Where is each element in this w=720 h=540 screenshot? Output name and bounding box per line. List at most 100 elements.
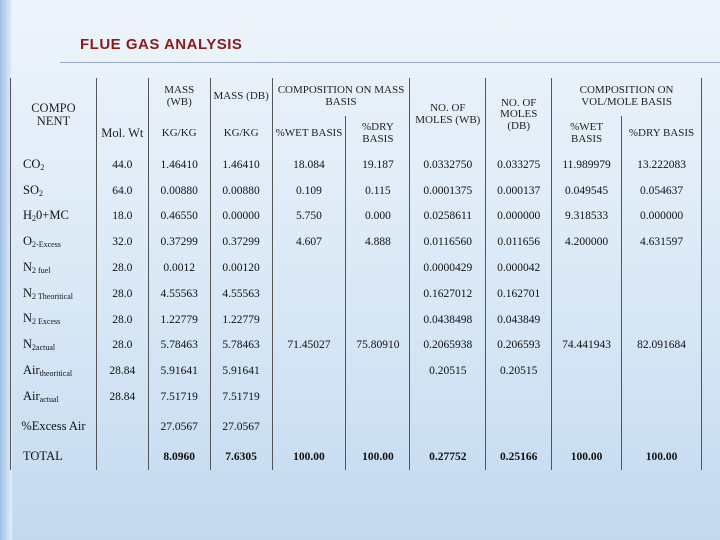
mass-wb-cell: 1.22779 [147, 306, 211, 333]
mass-db-cell: 0.00120 [209, 255, 273, 281]
wet-vol-cell: 0.049545 [551, 177, 623, 204]
mass-wb-cell: 5.78463 [147, 332, 211, 359]
moles-wb-cell: 0.20515 [409, 358, 487, 385]
table-row: N2actual 28.0 5.78463 5.78463 71.45027 75.809… [10, 332, 702, 359]
mass-wb-cell: 1.46410 [147, 152, 211, 178]
dry-vol-cell: 0.000000 [621, 203, 702, 230]
dry-vol-cell [621, 280, 702, 307]
header-composition-mass: COMPOSITION ON MASS BASIS [271, 78, 411, 116]
header-kgkg-wb: KG/KG [147, 116, 211, 152]
component-name: Air [23, 363, 40, 378]
wet-vol-cell [551, 280, 623, 307]
component-name: TOTAL [23, 449, 63, 464]
table-row: Airactual 28.84 7.51719 7.51719 [10, 384, 702, 410]
component-subscript: 2-Excess [32, 240, 61, 250]
component-subscript: theoritical [39, 369, 73, 379]
mol-wt-cell: 28.84 [95, 384, 149, 410]
wet-mass-cell: 5.750 [271, 203, 347, 230]
moles-db-cell: 0.20515 [485, 358, 553, 385]
moles-wb-cell: 0.1627012 [409, 280, 487, 307]
mol-wt-cell [95, 443, 149, 470]
moles-db-cell: 0.033275 [485, 152, 553, 178]
table-row: N2 Excess 28.0 1.22779 1.22779 0.0438498 0.04… [10, 306, 702, 333]
mass-db-cell: 27.0567 [209, 409, 273, 444]
dry-mass-cell [345, 255, 411, 281]
wet-mass-cell [271, 384, 347, 410]
table-row: N2 fuel 28.0 0.0012 0.00120 0.0000429 0.00004… [10, 255, 702, 281]
header-dry-vol: %DRY BASIS [621, 116, 702, 152]
header-mass-db: MASS (DB) [209, 78, 273, 116]
component-name: CO [23, 156, 41, 171]
wet-vol-cell: 11.989979 [551, 152, 623, 178]
header-wet-vol: %WET BASIS [551, 116, 623, 152]
wet-vol-cell: 4.200000 [551, 229, 623, 256]
wet-mass-cell [271, 306, 347, 333]
moles-db-cell: 0.000042 [485, 255, 553, 281]
header-blank [95, 78, 149, 116]
component-subscript: 2 [32, 214, 37, 224]
mass-wb-cell: 0.00880 [147, 177, 211, 204]
dry-mass-cell: 0.115 [345, 177, 411, 204]
component-name: N [23, 259, 33, 274]
wet-vol-cell [551, 255, 623, 281]
wet-mass-cell [271, 280, 347, 307]
component-subscript: actual [39, 394, 59, 404]
mass-db-cell: 1.22779 [209, 306, 273, 333]
mass-wb-cell: 8.0960 [147, 443, 211, 470]
moles-db-cell: 0.000137 [485, 177, 553, 204]
dry-mass-cell: 19.187 [345, 152, 411, 178]
page-title: FLUE GAS ANALYSIS [80, 36, 243, 53]
mass-db-cell: 4.55563 [209, 280, 273, 307]
wet-vol-cell: 9.318533 [551, 203, 623, 230]
wet-mass-cell: 0.109 [271, 177, 347, 204]
moles-db-cell: 0.206593 [485, 332, 553, 359]
moles-wb-cell: 0.0438498 [409, 306, 487, 333]
component-subscript: 2actual [32, 343, 56, 353]
dry-vol-cell [621, 306, 702, 333]
flue-gas-table: COMPO NENT MASS (WB) MASS (DB) COMPOSITI… [10, 78, 702, 470]
wet-vol-cell [551, 409, 623, 444]
component-subscript: 2 Excess [32, 317, 61, 327]
mass-wb-cell: 4.55563 [147, 280, 211, 307]
mol-wt-cell [95, 409, 149, 444]
component-name: SO [23, 182, 39, 197]
component-name: N [23, 337, 33, 352]
wet-vol-cell [551, 384, 623, 410]
mass-db-cell: 7.51719 [209, 384, 273, 410]
wet-vol-cell [551, 358, 623, 385]
mass-wb-cell: 27.0567 [147, 409, 211, 444]
left-accent-band [0, 0, 12, 540]
dry-mass-cell [345, 358, 411, 385]
wet-mass-cell: 100.00 [271, 443, 347, 470]
dry-vol-cell: 13.222083 [621, 152, 702, 178]
component-name: %Excess Air [21, 419, 86, 434]
dry-mass-cell [345, 409, 411, 444]
moles-db-cell: 0.162701 [485, 280, 553, 307]
mol-wt-cell: 28.0 [95, 332, 149, 359]
table-row: TOTAL 8.0960 7.6305 100.00 100.00 0.27752 0.25… [10, 443, 702, 470]
header-dry-mass: %DRY BASIS [345, 116, 411, 152]
wet-vol-cell [551, 306, 623, 333]
component-name: N [23, 285, 33, 300]
dry-vol-cell [621, 384, 702, 410]
component-cell: Airactual [10, 384, 97, 410]
table-row: N2 Theoritical 28.0 4.55563 4.55563 0.162701… [10, 280, 702, 307]
mass-db-cell: 0.00000 [209, 203, 273, 230]
mol-wt-cell: 32.0 [95, 229, 149, 256]
table-row: O2-Excess 32.0 0.37299 0.37299 4.607 4.888 0.0… [10, 229, 702, 256]
dry-vol-cell: 100.00 [621, 443, 702, 470]
header-mol-wt: Mol. Wt [95, 116, 149, 152]
moles-db-cell: 0.25166 [485, 443, 553, 470]
dry-mass-cell [345, 280, 411, 307]
dry-mass-cell: 0.000 [345, 203, 411, 230]
moles-wb-cell: 0.0258611 [409, 203, 487, 230]
component-cell: N2 Excess [10, 306, 97, 333]
moles-wb-cell: 0.0116560 [409, 229, 487, 256]
component-cell: TOTAL [10, 443, 97, 470]
mol-wt-cell: 28.0 [95, 306, 149, 333]
title-divider [60, 62, 720, 63]
moles-db-cell: 0.000000 [485, 203, 553, 230]
dry-vol-cell [621, 358, 702, 385]
moles-db-cell [485, 409, 553, 444]
component-subscript: 2 fuel [32, 265, 51, 275]
